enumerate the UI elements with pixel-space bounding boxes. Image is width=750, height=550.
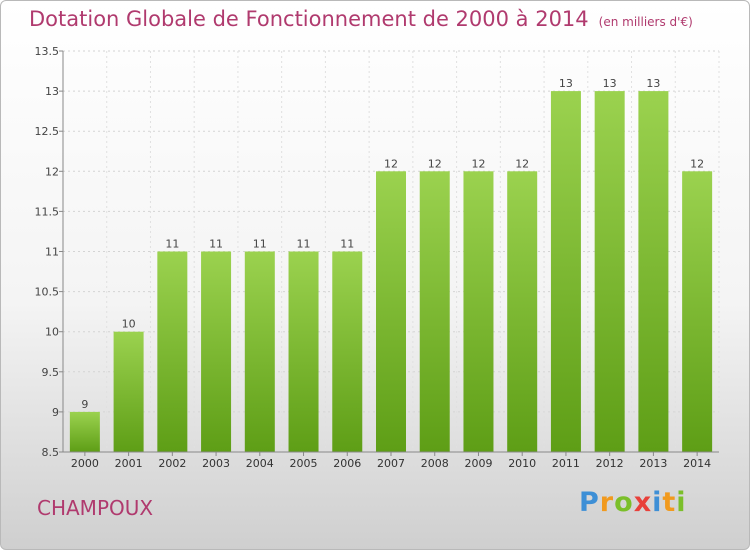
- bar: [376, 171, 406, 453]
- chart-unit: (en milliers d'€): [598, 15, 693, 29]
- bar: [69, 411, 100, 452]
- x-tick-label: 2006: [333, 457, 361, 470]
- y-tick-label: 12.5: [35, 125, 60, 138]
- proxiti-logo: Proxiti: [579, 487, 687, 518]
- x-tick-label: 2010: [508, 457, 536, 470]
- value-label: 12: [515, 157, 529, 170]
- bar: [638, 91, 669, 452]
- value-label: 11: [297, 238, 311, 251]
- x-tick-label: 2014: [683, 457, 711, 470]
- y-tick-label: 10.5: [35, 286, 60, 299]
- value-label: 12: [428, 157, 442, 170]
- x-tick-label: 2003: [202, 457, 230, 470]
- chart-title: Dotation Globale de Fonctionnement de 20…: [29, 7, 693, 31]
- x-tick-label: 2005: [290, 457, 318, 470]
- value-label: 12: [690, 157, 704, 170]
- logo-letter: t: [662, 487, 677, 518]
- bar: [288, 251, 319, 452]
- x-tick-label: 2008: [421, 457, 449, 470]
- value-label: 11: [209, 238, 223, 251]
- y-tick-label: 11: [45, 246, 59, 259]
- value-label: 13: [559, 77, 573, 90]
- x-tick-label: 2012: [596, 457, 624, 470]
- y-tick-label: 12: [45, 165, 59, 178]
- x-tick-label: 2004: [246, 457, 274, 470]
- bar: [682, 171, 713, 453]
- x-tick-label: 2007: [377, 457, 405, 470]
- bar: [550, 91, 581, 452]
- logo-letter: i: [676, 487, 687, 518]
- logo-letter: o: [614, 487, 634, 518]
- bar: [201, 251, 232, 452]
- logo-letter: r: [599, 487, 615, 518]
- value-label: 9: [81, 398, 88, 411]
- x-tick-label: 2009: [464, 457, 492, 470]
- x-tick-label: 2002: [158, 457, 186, 470]
- y-tick-label: 8.5: [42, 446, 60, 459]
- x-tick-label: 2000: [71, 457, 99, 470]
- value-label: 13: [603, 77, 617, 90]
- bar: [113, 331, 144, 452]
- y-tick-label: 9: [52, 406, 59, 419]
- bars: [69, 91, 713, 453]
- x-tick-label: 2013: [639, 457, 667, 470]
- labels: 8.5 9 9.5 10 10.5 11 11.5 12 12.5 13 13.5 9 2000 10 20…: [35, 45, 712, 470]
- value-label: 12: [384, 157, 398, 170]
- y-tick-label: 9.5: [42, 366, 60, 379]
- value-label: 11: [165, 238, 179, 251]
- logo-letter: P: [579, 487, 600, 518]
- logo-letter: i: [652, 487, 663, 518]
- value-label: 12: [471, 157, 485, 170]
- y-tick-label: 11.5: [35, 205, 60, 218]
- bar: [419, 171, 450, 453]
- value-label: 11: [340, 238, 354, 251]
- bar: [157, 251, 188, 452]
- bar: [507, 171, 538, 453]
- commune-name: CHAMPOUX: [37, 496, 154, 520]
- bar: [332, 251, 363, 452]
- chart-title-text: Dotation Globale de Fonctionnement de 20…: [29, 7, 589, 31]
- y-tick-label: 13: [45, 85, 59, 98]
- logo-letter: x: [633, 487, 653, 518]
- y-tick-label: 13.5: [35, 45, 60, 58]
- y-tick-label: 10: [45, 326, 59, 339]
- x-tick-label: 2001: [115, 457, 143, 470]
- bar: [244, 251, 275, 452]
- value-label: 10: [122, 318, 136, 331]
- value-label: 11: [253, 238, 267, 251]
- value-label: 13: [646, 77, 660, 90]
- bar: [463, 171, 494, 453]
- x-tick-label: 2011: [552, 457, 580, 470]
- bar: [594, 91, 625, 452]
- axes: [59, 50, 719, 456]
